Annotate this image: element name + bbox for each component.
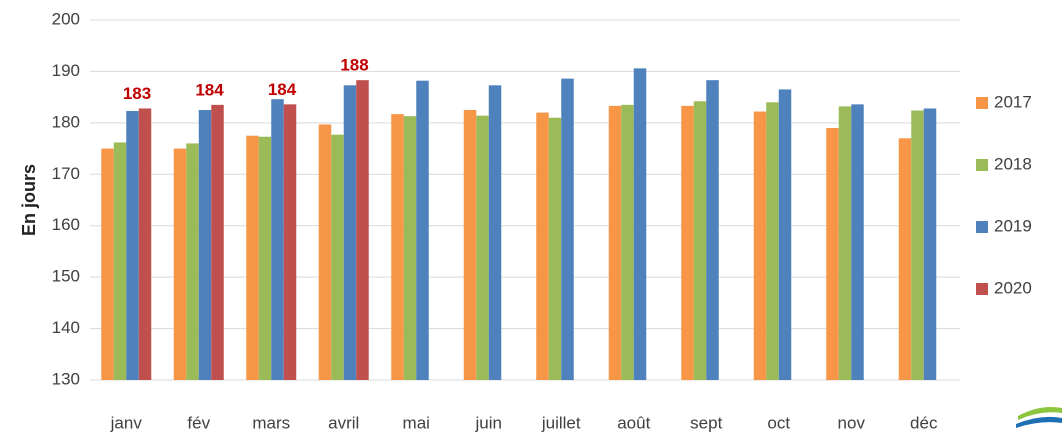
x-tick-label: juin: [475, 413, 502, 432]
y-tick-label: 190: [52, 61, 80, 80]
x-tick-label: nov: [838, 413, 866, 432]
bar: [198, 110, 212, 380]
bar: [343, 85, 357, 381]
legend-label: 2017: [994, 92, 1032, 111]
x-tick-label: fév: [187, 413, 210, 432]
bar: [753, 111, 767, 381]
bar: [898, 138, 912, 380]
bar: [246, 135, 259, 380]
y-tick-label: 140: [52, 318, 80, 337]
x-tick-label: déc: [910, 413, 938, 432]
data-label: 184: [195, 80, 224, 99]
y-tick-label: 130: [52, 369, 80, 388]
bar: [126, 111, 139, 381]
bar: [173, 148, 187, 380]
y-tick-label: 180: [52, 112, 80, 131]
x-tick-label: août: [617, 413, 650, 432]
bar: [681, 105, 694, 380]
bar: [693, 101, 707, 380]
bar: [391, 114, 404, 380]
bar: [211, 104, 224, 380]
legend-swatch: [976, 159, 988, 171]
data-label: 183: [123, 84, 151, 103]
bar: [101, 148, 114, 380]
bar: [561, 78, 574, 380]
data-label: 184: [268, 80, 297, 99]
bar: [258, 136, 272, 380]
x-tick-label: mars: [252, 413, 290, 432]
bar: [283, 104, 297, 380]
x-tick-label: juillet: [541, 413, 581, 432]
bar: [851, 104, 864, 380]
legend-label: 2020: [994, 278, 1032, 297]
bar: [488, 85, 502, 381]
legend-swatch: [976, 283, 988, 295]
bar: [706, 80, 719, 381]
y-axis-label: En jours: [19, 164, 39, 236]
x-tick-label: mai: [403, 413, 430, 432]
bar: [271, 99, 284, 380]
bar: [621, 104, 634, 380]
x-tick-label: oct: [767, 413, 790, 432]
legend-label: 2018: [994, 154, 1032, 173]
logo: [1016, 407, 1062, 428]
x-tick-label: avril: [328, 413, 359, 432]
bar: [186, 143, 199, 380]
bar: [911, 110, 924, 380]
x-tick-label: sept: [690, 413, 722, 432]
data-label: 188: [340, 56, 368, 75]
y-tick-label: 150: [52, 267, 80, 286]
bar: [548, 117, 562, 380]
bar: [318, 124, 332, 381]
bar: [536, 112, 549, 381]
bar: [138, 108, 152, 380]
legend-swatch: [976, 97, 988, 109]
bar: [778, 89, 792, 380]
bar: [766, 102, 779, 381]
x-tick-label: janv: [110, 413, 143, 432]
bar: [608, 105, 622, 380]
y-tick-label: 200: [52, 9, 80, 28]
y-tick-label: 170: [52, 164, 80, 183]
bar: [923, 108, 937, 380]
bar: [826, 128, 839, 380]
bar: [113, 142, 127, 380]
bar: [403, 116, 417, 381]
bar: [476, 115, 489, 381]
bar: [356, 80, 369, 381]
bar: [838, 106, 852, 381]
y-tick-label: 160: [52, 215, 80, 234]
bar: [416, 80, 429, 380]
bar: [331, 134, 344, 380]
bar: [633, 68, 647, 380]
bar: [463, 110, 477, 380]
legend-label: 2019: [994, 216, 1032, 235]
legend-swatch: [976, 221, 988, 233]
